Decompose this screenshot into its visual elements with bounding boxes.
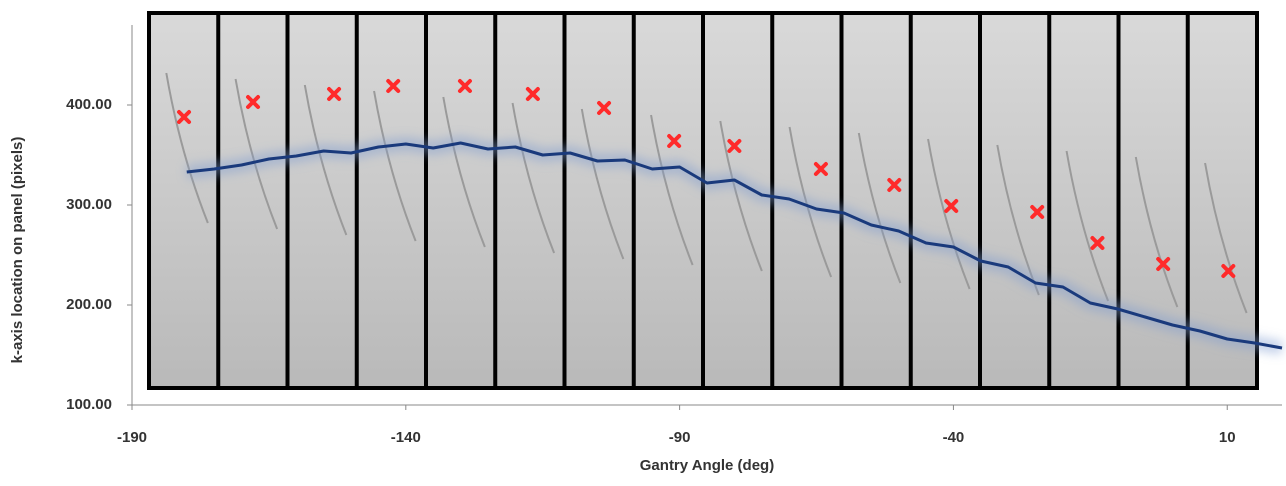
vessel-shadow (580, 108, 625, 260)
y-axis-title: k-axis location on panel (pixels) (9, 137, 26, 364)
image-panel (218, 13, 288, 388)
image-panel (1049, 13, 1119, 388)
marker-x (525, 87, 540, 101)
x-tick-label: -40 (943, 429, 965, 446)
marker-x (727, 139, 742, 153)
marker-x (457, 79, 472, 93)
x-tick-label: 10 (1219, 429, 1236, 446)
marker-x (887, 178, 902, 192)
marker-x (944, 199, 959, 213)
marker-x (667, 134, 682, 148)
y-tick-label: 100.00 (66, 396, 112, 413)
marker-x (1156, 257, 1171, 271)
image-panel (980, 13, 1050, 388)
image-panel (633, 13, 703, 388)
x-tick-label: -140 (391, 429, 421, 446)
image-panel (564, 13, 634, 388)
image-panel (149, 13, 219, 388)
x-axis-title: Gantry Angle (deg) (640, 457, 774, 474)
marker-x (177, 110, 192, 124)
vessel-shadow (1065, 150, 1110, 302)
vessel-shadow (165, 72, 209, 224)
vessel-shadow (511, 102, 556, 254)
vessel-shadow (650, 114, 694, 266)
image-panel (495, 13, 565, 388)
marker-x (1221, 264, 1236, 278)
y-tick-label: 400.00 (66, 96, 112, 113)
vessel-shadow (442, 96, 486, 248)
x-tick-label: -190 (117, 429, 147, 446)
y-tick-label: 200.00 (66, 296, 112, 313)
image-panel (356, 13, 426, 388)
x-tick-label: -90 (669, 429, 691, 446)
marker-x (246, 95, 261, 109)
y-tick-label: 300.00 (66, 196, 112, 213)
vessel-shadow (373, 90, 417, 242)
marker-x (597, 101, 612, 115)
trace-line (186, 141, 1283, 350)
image-panel (841, 13, 911, 388)
vessel-shadow (857, 132, 902, 284)
image-panel (287, 13, 357, 388)
panel-frame (147, 11, 1259, 390)
vessel-shadow (1134, 156, 1179, 308)
image-panels (147, 11, 1259, 390)
vessel-shadow (1204, 162, 1248, 314)
marker-x (1030, 205, 1045, 219)
vessel-shadow (927, 138, 971, 290)
marker-x (1090, 236, 1105, 250)
marker-x (813, 162, 828, 176)
marker-x (386, 79, 401, 93)
vessel-shadow (719, 120, 763, 272)
marker-x (327, 87, 342, 101)
vessel-shadow (303, 84, 348, 236)
image-panel (426, 13, 496, 388)
